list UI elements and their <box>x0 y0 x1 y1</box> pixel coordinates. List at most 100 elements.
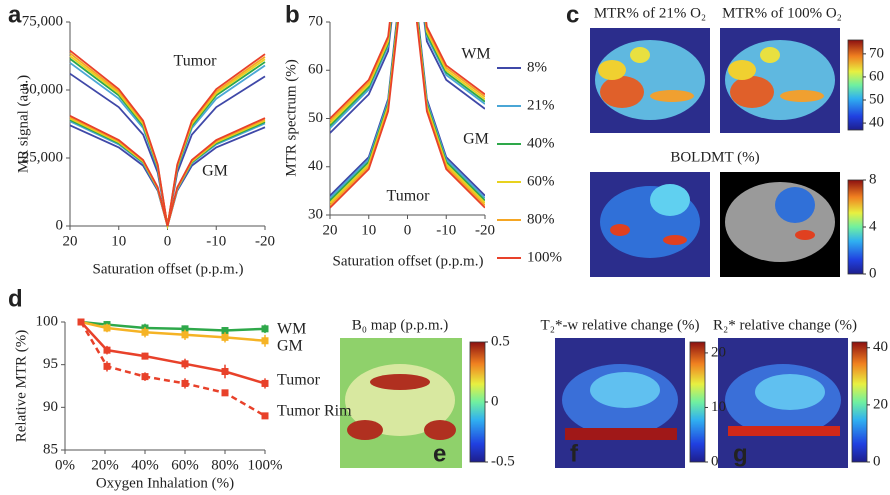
plot-area <box>330 22 485 209</box>
image-c2 <box>720 28 840 133</box>
annotation: GM <box>463 131 489 148</box>
marker <box>261 337 269 345</box>
annotation: Tumor <box>174 53 218 70</box>
x-tick-label: 60% <box>171 457 199 473</box>
y-tick-label: 25,000 <box>22 149 63 165</box>
x-tick-label: 20 <box>63 233 78 249</box>
plot-area <box>69 49 266 230</box>
y-tick-label: 50,000 <box>22 81 63 97</box>
colorbar <box>469 341 486 463</box>
x-axis-title: Oxygen Inhalation (%) <box>96 475 234 491</box>
y-tick-label: 50 <box>308 110 323 126</box>
series-line <box>330 22 485 120</box>
series-line <box>330 22 485 127</box>
y-tick-label: 70 <box>308 13 323 29</box>
colorbar-tick-label: 70 <box>869 45 884 61</box>
series-label: WM <box>277 321 306 338</box>
marker <box>103 346 111 354</box>
marker <box>221 389 229 397</box>
marker <box>103 362 111 370</box>
x-tick-label: 40% <box>131 457 159 473</box>
plot-area <box>77 318 269 420</box>
panel-letter: e <box>433 440 446 467</box>
x-tick-label: 20% <box>91 457 119 473</box>
x-tick-label: -20 <box>255 233 275 249</box>
panel-letter: a <box>8 1 22 28</box>
image-title: MTR% of 21% O₂ <box>594 5 706 21</box>
image-g <box>718 338 848 468</box>
colorbar-tick-label: 0 <box>873 453 881 469</box>
marker <box>181 325 189 333</box>
colorbar-tick-label: 60 <box>869 68 884 84</box>
x-tick-label: 100% <box>248 457 283 473</box>
y-tick-label: 40 <box>308 158 323 174</box>
marker <box>181 360 189 368</box>
series-line <box>330 22 485 122</box>
marker <box>141 373 149 381</box>
colorbar <box>847 39 864 131</box>
image-c3 <box>590 172 710 277</box>
colorbar-tick-label: 50 <box>869 91 884 107</box>
y-tick-label: 30 <box>308 206 323 222</box>
series-line <box>80 320 266 332</box>
colorbar-tick-label: -0.5 <box>491 453 515 469</box>
series-line <box>79 321 266 417</box>
y-tick-label: 100 <box>36 313 59 329</box>
panel-letter: f <box>570 440 579 467</box>
legend-label: 100% <box>527 249 562 265</box>
series-line <box>330 22 485 134</box>
x-tick-label: 10 <box>111 233 126 249</box>
marker <box>221 367 229 375</box>
series-label: Tumor Rim <box>277 403 352 420</box>
marker <box>141 352 149 360</box>
series-line <box>69 115 266 227</box>
series-line <box>69 120 266 230</box>
panel-letter: c <box>566 1 579 28</box>
colorbar <box>851 341 868 463</box>
colorbar-tick-label: 0 <box>491 393 499 409</box>
x-axis-title: Saturation offset (p.p.m.) <box>333 253 484 269</box>
image-f <box>555 338 685 468</box>
image-title: T₂*-w relative change (%) <box>541 317 700 333</box>
marker <box>141 328 149 336</box>
colorbar-tick-label: 0 <box>869 265 877 281</box>
series-line <box>80 321 266 385</box>
marker <box>261 325 269 333</box>
series-line <box>80 320 266 343</box>
series-line <box>69 124 266 230</box>
x-tick-label: 20 <box>323 222 338 238</box>
image-title: MTR% of 100% O₂ <box>722 5 842 21</box>
x-tick-label: -10 <box>436 222 456 238</box>
x-tick-label: -10 <box>206 233 226 249</box>
y-tick-label: 85 <box>43 441 58 457</box>
image-c4 <box>720 172 840 277</box>
colorbar-tick-label: 10 <box>711 399 726 415</box>
colorbar-tick-label: 20 <box>873 396 888 412</box>
series-label: GM <box>277 338 303 355</box>
x-tick-label: 80% <box>211 457 239 473</box>
y-axis-title: Relative MTR (%) <box>13 330 29 442</box>
y-axis-title: MTR spectrum (%) <box>283 59 299 176</box>
image-title: R₂* relative change (%) <box>713 317 857 333</box>
series-line <box>69 62 266 227</box>
legend-label: 80% <box>527 211 555 227</box>
marker <box>221 333 229 341</box>
x-axis-title: Saturation offset (p.p.m.) <box>93 261 244 277</box>
legend-label: 60% <box>527 173 555 189</box>
colorbar-tick-label: 4 <box>869 218 877 234</box>
colorbar-tick-label: 40 <box>873 339 888 355</box>
image-c1 <box>590 28 710 133</box>
marker <box>77 318 85 326</box>
y-tick-label: 0 <box>56 217 64 233</box>
y-axis-title: MR signal (a.u.) <box>15 75 31 173</box>
panel-letter: b <box>285 1 300 28</box>
image-title: B₀ map (p.p.m.) <box>352 317 448 333</box>
series-label: Tumor <box>277 372 321 389</box>
y-tick-label: 75,000 <box>22 13 63 29</box>
x-tick-label: 0 <box>164 233 172 249</box>
series-line <box>330 22 485 124</box>
x-tick-label: 10 <box>361 222 376 238</box>
x-tick-label: 0 <box>404 222 412 238</box>
marker <box>261 379 269 387</box>
legend-label: 21% <box>527 97 555 113</box>
